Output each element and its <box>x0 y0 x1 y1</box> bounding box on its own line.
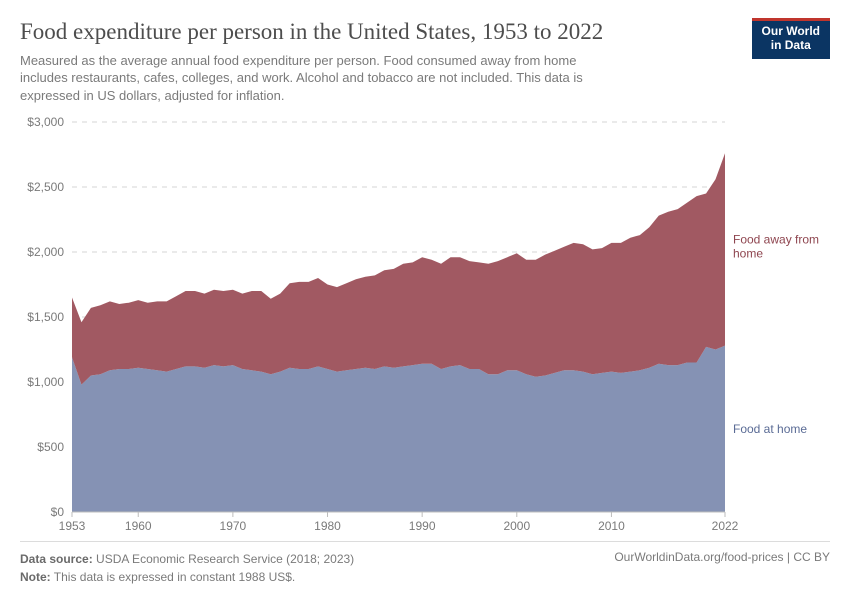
svg-text:2010: 2010 <box>598 519 625 533</box>
chart-svg: $0 $500 $1,000 $1,500 $2,000 $2,500 $3,000 1953… <box>20 112 830 542</box>
svg-text:1970: 1970 <box>220 519 247 533</box>
footer: Data source: USDA Economic Research Serv… <box>20 541 830 586</box>
page-title: Food expenditure per person in the Unite… <box>20 18 830 46</box>
svg-text:$1,500: $1,500 <box>27 310 64 324</box>
svg-text:Food at home: Food at home <box>733 422 807 436</box>
area-chart: $0 $500 $1,000 $1,500 $2,000 $2,500 $3,000 1953… <box>20 112 830 542</box>
svg-text:$2,000: $2,000 <box>27 245 64 259</box>
logo-line2: in Data <box>762 39 820 53</box>
svg-text:2000: 2000 <box>503 519 530 533</box>
svg-text:$1,000: $1,000 <box>27 375 64 389</box>
svg-text:$500: $500 <box>37 440 64 454</box>
svg-text:$3,000: $3,000 <box>27 115 64 129</box>
svg-text:1980: 1980 <box>314 519 341 533</box>
svg-text:home: home <box>733 247 763 261</box>
source-label: Data source: <box>20 552 93 566</box>
svg-text:1990: 1990 <box>409 519 436 533</box>
svg-text:1953: 1953 <box>59 519 86 533</box>
note-text: This data is expressed in constant 1988 … <box>54 570 295 584</box>
footer-left: Data source: USDA Economic Research Serv… <box>20 550 354 586</box>
svg-text:2022: 2022 <box>712 519 739 533</box>
logo-line1: Our World <box>762 25 820 39</box>
footer-right: OurWorldinData.org/food-prices | CC BY <box>614 550 830 564</box>
subtitle: Measured as the average annual food expe… <box>20 52 620 105</box>
svg-text:Food away from: Food away from <box>733 233 819 247</box>
note-label: Note: <box>20 570 51 584</box>
svg-text:$2,500: $2,500 <box>27 180 64 194</box>
header: Food expenditure per person in the Unite… <box>20 18 830 104</box>
owid-logo: Our World in Data <box>752 18 830 59</box>
svg-text:1960: 1960 <box>125 519 152 533</box>
svg-text:$0: $0 <box>51 505 65 519</box>
source-text: USDA Economic Research Service (2018; 20… <box>96 552 354 566</box>
